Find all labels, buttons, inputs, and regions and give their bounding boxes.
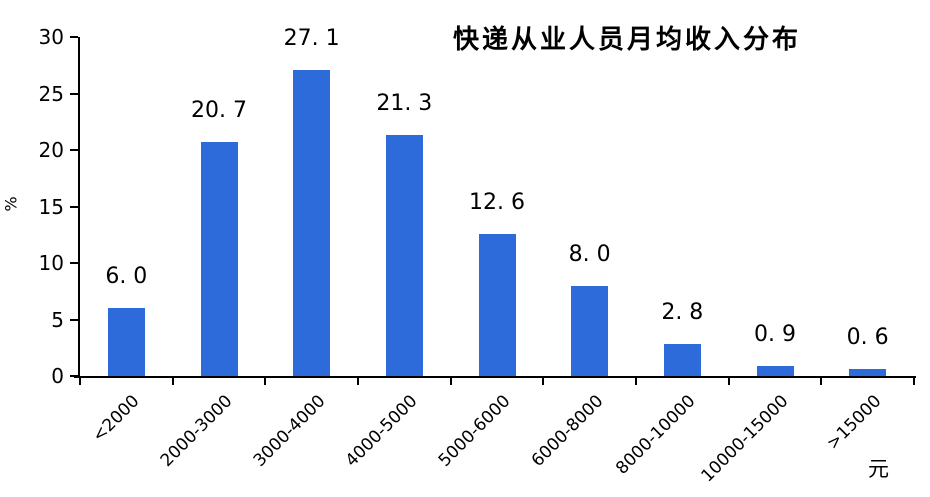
y-tick-label: 20 (38, 138, 64, 162)
x-axis-tick (820, 378, 823, 385)
y-tick-label: 15 (38, 194, 64, 219)
chart-title: 快递从业人员月均收入分布 (453, 25, 802, 54)
y-axis-tick (70, 375, 78, 377)
x-axis-tick (357, 378, 359, 385)
x-axis-tick (79, 378, 81, 385)
y-axis-tick (70, 318, 78, 321)
x-axis-tick (264, 378, 267, 385)
x-axis-tick (727, 378, 730, 385)
bar-value-label: 8. 0 (568, 241, 611, 267)
y-tick-label: 30 (38, 25, 64, 49)
y-axis-tick (70, 262, 78, 264)
x-axis-tick (542, 378, 545, 385)
y-tick-label: 10 (38, 251, 64, 275)
y-tick-label: 0 (51, 364, 64, 388)
bar-8000-10000 (663, 344, 701, 376)
x-axis-tick (171, 378, 174, 385)
bar-2000-3000 (200, 142, 238, 376)
x-axis-line (74, 376, 916, 378)
bar-value-label: 2. 8 (661, 300, 704, 326)
bar-value-label: 6. 0 (105, 264, 148, 290)
y-tick-label: 5 (51, 307, 64, 332)
bar-3000-4000 (293, 69, 331, 376)
bar-5000-6000 (478, 233, 516, 376)
bar-value-label: 27. 1 (283, 25, 340, 51)
bar-value-label: 12. 6 (469, 189, 525, 215)
x-axis-tick (449, 378, 452, 385)
y-axis-tick (70, 92, 78, 95)
bar-value-label: 0. 9 (754, 321, 796, 347)
bar-value-label: 0. 6 (846, 325, 889, 351)
x-axis-unit-label: 元 (868, 457, 889, 481)
bar->15000 (849, 369, 887, 376)
y-axis-tick (70, 205, 78, 208)
x-category-label: <2000 (88, 391, 144, 447)
bar-<2000 (107, 308, 145, 376)
x-axis-tick (913, 378, 915, 385)
y-axis-title: % (1, 196, 21, 212)
y-axis-line (78, 37, 80, 378)
x-axis-tick (635, 378, 637, 385)
bar-value-label: 21. 3 (376, 91, 433, 117)
y-tick-label: 25 (38, 81, 64, 106)
bar-10000-15000 (756, 365, 794, 376)
y-axis-tick (70, 149, 78, 151)
bar-6000-8000 (571, 285, 609, 376)
bar-4000-5000 (385, 135, 423, 376)
bar-value-label: 20. 7 (191, 98, 247, 124)
y-axis-tick (70, 36, 78, 38)
